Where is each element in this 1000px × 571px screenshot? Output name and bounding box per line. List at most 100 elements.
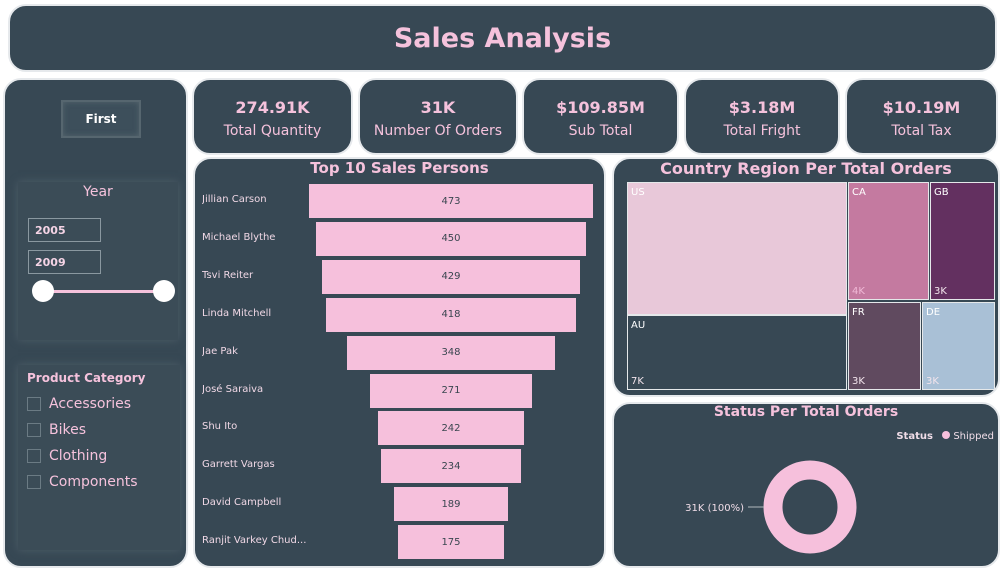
- bar-value-label: 234: [441, 460, 461, 472]
- kpi-card: $3.18M Total Fright: [684, 78, 840, 155]
- funnel-bar[interactable]: 271: [369, 373, 533, 408]
- cell-name: FR: [852, 307, 865, 318]
- kpi-card: $10.19M Total Tax: [845, 78, 998, 155]
- cell-name: DE: [926, 307, 941, 318]
- category-label: Components: [49, 474, 138, 490]
- bar-value-label: 429: [441, 271, 461, 283]
- funnel-bar[interactable]: 175: [398, 525, 504, 560]
- header: Sales Analysis: [8, 4, 997, 72]
- funnel-row: Jae Pak 348: [195, 335, 604, 370]
- first-button[interactable]: First: [61, 100, 141, 138]
- funnel-bar[interactable]: 418: [325, 297, 577, 332]
- treemap-cell-de[interactable]: DE 3K: [922, 302, 995, 390]
- funnel-row: Garrett Vargas 234: [195, 449, 604, 484]
- year-from-input[interactable]: 2005: [28, 218, 101, 242]
- sales-person-name: Michael Blythe: [202, 231, 276, 243]
- status-donut-chart: Status Per Total Orders Status Shipped 3…: [612, 402, 1000, 568]
- legend: Status Shipped: [896, 431, 994, 442]
- kpi-label: Total Tax: [891, 123, 952, 139]
- category-label: Accessories: [49, 396, 132, 412]
- category-label: Bikes: [49, 422, 87, 438]
- funnel-bar[interactable]: 242: [378, 411, 524, 446]
- cell-value: 7K: [631, 376, 644, 387]
- checkbox[interactable]: [27, 423, 41, 437]
- sales-person-name: José Saraiva: [202, 383, 264, 395]
- bar-value-label: 242: [441, 422, 461, 434]
- sales-person-name: David Campbell: [202, 497, 282, 509]
- cell-value: 3K: [852, 376, 865, 387]
- bar-value-label: 450: [441, 233, 461, 245]
- bar-value-label: 473: [441, 195, 461, 207]
- page-title: Sales Analysis: [393, 22, 612, 54]
- kpi-value: 274.91K: [235, 98, 310, 117]
- filter-panel: First Year 2005 2009 Product Category Ac…: [3, 78, 188, 568]
- funnel-row: Linda Mitchell 418: [195, 297, 604, 332]
- donut-data-label: 31K (100%): [685, 503, 744, 514]
- sales-person-name: Tsvi Reiter: [202, 269, 254, 281]
- chart-title: Status Per Total Orders: [713, 404, 899, 420]
- checkbox[interactable]: [27, 475, 41, 489]
- legend-title: Status: [896, 431, 933, 442]
- sales-person-name: Linda Mitchell: [202, 307, 272, 319]
- kpi-card: $109.85M Sub Total: [522, 78, 679, 155]
- treemap-cell-ca[interactable]: CA 4K: [848, 182, 929, 300]
- funnel-bar[interactable]: 189: [394, 487, 508, 522]
- kpi-card: 31K Number Of Orders: [358, 78, 518, 155]
- category-title: Product Category: [27, 371, 146, 385]
- treemap-cell-gb[interactable]: GB 3K: [930, 182, 995, 300]
- funnel-row: Jillian Carson 473: [195, 184, 604, 218]
- funnel-bar[interactable]: 348: [346, 335, 556, 370]
- cell-value: 3K: [934, 286, 947, 297]
- bar-value-label: 271: [441, 385, 461, 396]
- kpi-value: $109.85M: [556, 98, 645, 117]
- cell-name: GB: [934, 187, 949, 198]
- year-slider-end-handle[interactable]: [153, 280, 175, 302]
- sales-person-name: Garrett Vargas: [202, 459, 275, 471]
- product-category-slicer: Product Category Accessories Bikes Clothin…: [18, 365, 180, 550]
- checkbox[interactable]: [27, 397, 41, 411]
- sales-person-name: Jillian Carson: [202, 194, 267, 205]
- legend-dot-icon: [942, 431, 951, 439]
- bar-value-label: 175: [441, 536, 461, 548]
- funnel-bar[interactable]: 450: [315, 221, 587, 256]
- sales-person-name: Jae Pak: [202, 345, 238, 357]
- legend-item[interactable]: Shipped: [953, 431, 994, 442]
- kpi-label: Total Fright: [723, 123, 801, 139]
- funnel-bar[interactable]: 234: [380, 449, 522, 484]
- kpi-value: $10.19M: [882, 98, 961, 117]
- funnel-bar[interactable]: 429: [322, 259, 580, 294]
- checkbox[interactable]: [27, 449, 41, 463]
- treemap-cell-au[interactable]: AU 7K: [627, 315, 847, 390]
- category-option[interactable]: Bikes: [18, 417, 180, 443]
- kpi-value: $3.18M: [728, 98, 796, 117]
- bar-value-label: 189: [441, 498, 461, 510]
- year-to-input[interactable]: 2009: [28, 250, 101, 274]
- year-title: Year: [83, 184, 113, 200]
- year-slider-track[interactable]: [40, 290, 162, 293]
- sales-person-name: Ranjit Varkey Chud...: [202, 535, 307, 547]
- funnel-row: Tsvi Reiter 429: [195, 259, 604, 294]
- bar-value-label: 348: [441, 347, 461, 359]
- cell-name: US: [631, 187, 645, 198]
- kpi-value: 31K: [420, 98, 456, 117]
- treemap-cell-fr[interactable]: FR 3K: [848, 302, 921, 390]
- year-slicer: Year 2005 2009: [18, 182, 178, 340]
- category-label: Clothing: [49, 448, 108, 464]
- cell-value: 3K: [926, 376, 939, 387]
- treemap-cell-us[interactable]: US: [627, 182, 847, 315]
- category-option[interactable]: Components: [18, 469, 180, 495]
- kpi-label: Number Of Orders: [373, 123, 503, 139]
- cell-value: 4K: [852, 286, 865, 297]
- country-region-treemap: Country Region Per Total Orders US AU 7K CA…: [612, 157, 1000, 397]
- bar-value-label: 418: [441, 309, 461, 321]
- chart-title: Country Region Per Total Orders: [660, 159, 952, 178]
- kpi-label: Total Quantity: [223, 123, 322, 139]
- cell-name: AU: [631, 320, 646, 331]
- year-slider-start-handle[interactable]: [32, 280, 54, 302]
- donut-slice-shipped[interactable]: [763, 460, 857, 554]
- funnel-row: Michael Blythe 450: [195, 221, 604, 256]
- category-option[interactable]: Accessories: [18, 391, 180, 417]
- funnel-row: José Saraiva 271: [195, 373, 604, 408]
- funnel-bar[interactable]: 473: [309, 184, 593, 218]
- category-option[interactable]: Clothing: [18, 443, 180, 469]
